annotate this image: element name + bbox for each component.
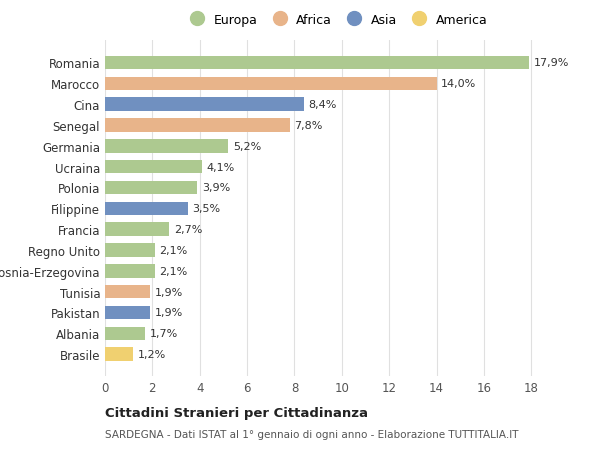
Text: SARDEGNA - Dati ISTAT al 1° gennaio di ogni anno - Elaborazione TUTTITALIA.IT: SARDEGNA - Dati ISTAT al 1° gennaio di o…	[105, 429, 518, 439]
Bar	[105, 119, 290, 133]
Bar	[105, 77, 437, 91]
Text: 1,9%: 1,9%	[155, 308, 183, 318]
Text: 17,9%: 17,9%	[533, 58, 569, 68]
Text: 7,8%: 7,8%	[295, 121, 323, 131]
Bar	[105, 327, 145, 341]
Bar	[105, 285, 150, 299]
Text: 8,4%: 8,4%	[308, 100, 337, 110]
Text: 3,9%: 3,9%	[202, 183, 230, 193]
Text: 1,2%: 1,2%	[138, 349, 166, 359]
Bar	[105, 223, 169, 236]
Text: 1,7%: 1,7%	[150, 329, 178, 339]
Bar	[105, 264, 155, 278]
Text: 2,1%: 2,1%	[160, 246, 188, 255]
Text: 2,1%: 2,1%	[160, 266, 188, 276]
Bar	[105, 347, 133, 361]
Text: 3,5%: 3,5%	[193, 204, 221, 214]
Bar	[105, 56, 529, 70]
Text: 4,1%: 4,1%	[207, 162, 235, 172]
Text: 2,7%: 2,7%	[173, 224, 202, 235]
Bar	[105, 244, 155, 257]
Text: Cittadini Stranieri per Cittadinanza: Cittadini Stranieri per Cittadinanza	[105, 406, 368, 419]
Text: 5,2%: 5,2%	[233, 141, 261, 151]
Bar	[105, 161, 202, 174]
Bar	[105, 202, 188, 216]
Text: 1,9%: 1,9%	[155, 287, 183, 297]
Text: 14,0%: 14,0%	[442, 79, 476, 89]
Bar	[105, 306, 150, 319]
Bar	[105, 181, 197, 195]
Bar	[105, 98, 304, 112]
Legend: Europa, Africa, Asia, America: Europa, Africa, Asia, America	[179, 9, 493, 32]
Bar	[105, 140, 228, 153]
